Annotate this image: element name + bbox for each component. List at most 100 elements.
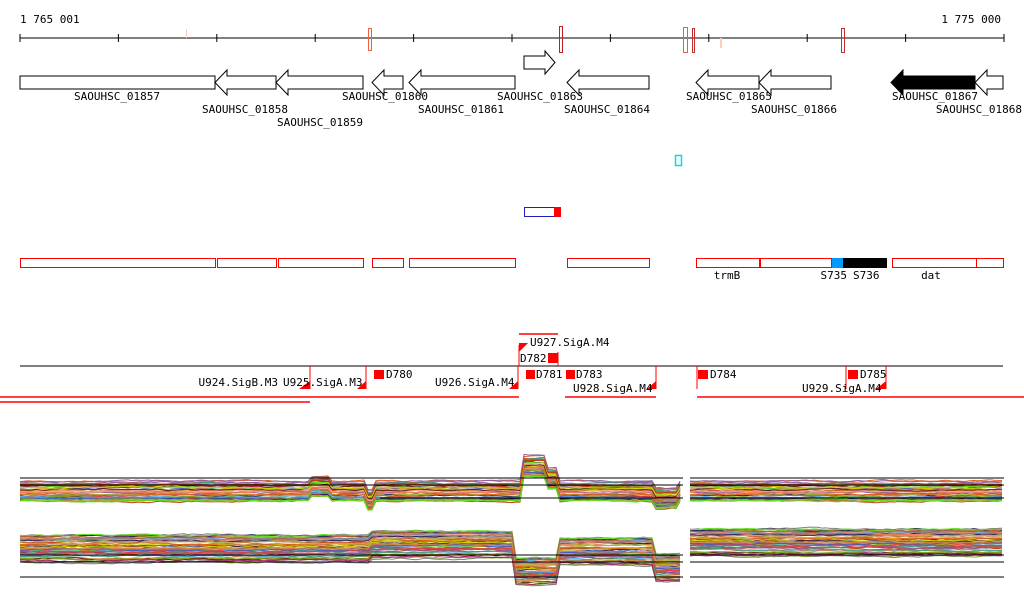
- panel-gap: [683, 455, 690, 605]
- terminator-label[interactable]: D780: [386, 368, 413, 381]
- annotation-box[interactable]: [409, 258, 516, 268]
- gene-SAOUHSC_01859[interactable]: SAOUHSC_01859: [275, 68, 364, 129]
- gene-label: SAOUHSC_01858: [202, 103, 288, 116]
- gene-arrow[interactable]: [523, 49, 556, 76]
- expression-line: [19, 530, 681, 560]
- ruler-markers: [186, 26, 845, 53]
- gene-label: SAOUHSC_01861: [418, 103, 504, 116]
- ruler-ticks: [19, 34, 1005, 42]
- transcript-label[interactable]: U925.SigA.M3: [283, 376, 362, 389]
- expression-line: [19, 554, 681, 586]
- transcript-label[interactable]: U927.SigA.M4: [530, 336, 610, 349]
- terminator-label[interactable]: D782: [520, 352, 547, 365]
- expression-line: [19, 542, 681, 573]
- expression-line: [19, 540, 681, 571]
- gene-SAOUHSC_01857[interactable]: SAOUHSC_01857: [19, 75, 216, 103]
- gene-label: SAOUHSC_01863: [497, 90, 583, 103]
- gene-arrow[interactable]: [19, 75, 216, 90]
- gene-label: SAOUHSC_01859: [277, 116, 363, 129]
- annotation-box-S736[interactable]: [843, 258, 887, 268]
- annotation-box[interactable]: [20, 258, 216, 268]
- marker: [368, 28, 372, 51]
- transcript-label[interactable]: U924.SigB.M3: [199, 376, 278, 389]
- gene-SAOUHSC_01867[interactable]: SAOUHSC_01867: [890, 68, 978, 103]
- gene-SAOUHSC_01861[interactable]: SAOUHSC_01861: [408, 68, 516, 116]
- annotation-label-dat: dat: [921, 269, 941, 282]
- terminator-label[interactable]: D783: [576, 368, 603, 381]
- gene-SAOUHSC_01858[interactable]: SAOUHSC_01858: [202, 68, 288, 116]
- expression-line: [689, 531, 1003, 535]
- annotation-box[interactable]: [760, 258, 832, 268]
- annotation-box-S735[interactable]: [832, 258, 843, 268]
- gene-arrow[interactable]: [566, 68, 650, 97]
- expression-line: [689, 537, 1003, 543]
- terminator-label[interactable]: D785: [860, 368, 887, 381]
- annotation-box[interactable]: [976, 258, 1004, 268]
- annotation-box[interactable]: [217, 258, 277, 268]
- expression-line: [19, 453, 681, 492]
- expression-line: [689, 527, 1003, 532]
- cyan-feature[interactable]: [674, 154, 683, 167]
- gene-SAOUHSC_01866[interactable]: SAOUHSC_01866: [751, 68, 837, 116]
- annotation-box[interactable]: [696, 258, 760, 268]
- annotation-box[interactable]: [372, 258, 404, 268]
- expression-line: [690, 552, 1002, 556]
- gene-SAOUHSC_01860[interactable]: SAOUHSC_01860: [342, 68, 428, 103]
- annotation-track: trmB S735 S736 dat: [20, 258, 1004, 282]
- annotation-label-S735: S735: [821, 269, 848, 282]
- gene-label: SAOUHSC_01865: [686, 90, 772, 103]
- expression-line: [689, 539, 1003, 544]
- expression-line: [689, 494, 1003, 500]
- terminator-label[interactable]: D784: [710, 368, 737, 381]
- expression-line: [689, 492, 1003, 497]
- annotation-box[interactable]: [892, 258, 977, 268]
- marker: [841, 28, 845, 53]
- promoter-markers: [299, 343, 886, 389]
- gene-label: SAOUHSC_01868: [936, 103, 1022, 116]
- expression-line: [689, 536, 1003, 540]
- expression-line: [689, 547, 1003, 552]
- expression-line: [689, 547, 1003, 552]
- expression-line: [19, 531, 681, 562]
- annotation-box[interactable]: [567, 258, 650, 268]
- gene-SAOUHSC_01864[interactable]: SAOUHSC_01864: [564, 68, 650, 116]
- marker: [720, 38, 722, 48]
- expression-line: [689, 490, 1003, 495]
- annotation-label-S736: S736: [853, 269, 880, 282]
- marker: [683, 27, 688, 53]
- expression-line: [689, 544, 1003, 548]
- ruler-start-label: 1 765 001: [20, 13, 80, 26]
- expression-line: [19, 534, 681, 564]
- expression-line: [689, 534, 1003, 539]
- gene-SAOUHSC_01863[interactable]: SAOUHSC_01863: [497, 49, 583, 103]
- red-feature-end: [554, 207, 561, 217]
- gene-arrow[interactable]: [890, 68, 976, 97]
- expression-line: [19, 466, 681, 502]
- gene-arrow[interactable]: [408, 68, 516, 97]
- expression-line: [690, 545, 1002, 550]
- annotation-box[interactable]: [278, 258, 364, 268]
- gene-label: SAOUHSC_01857: [74, 90, 160, 103]
- gene-arrow[interactable]: [214, 68, 277, 97]
- gene-arrow[interactable]: [275, 68, 364, 97]
- gene-SAOUHSC_01865[interactable]: SAOUHSC_01865: [686, 68, 772, 103]
- annotation-label-trmB: trmB: [714, 269, 741, 282]
- transcript-track: U924.SigB.M3 U925.SigA.M3 U926.SigA.M4 U…: [0, 333, 1024, 403]
- gene-label: SAOUHSC_01860: [342, 90, 428, 103]
- gene-SAOUHSC_01868[interactable]: SAOUHSC_01868: [936, 68, 1022, 116]
- transcript-label[interactable]: U929.SigA.M4: [802, 382, 882, 395]
- expression-line: [689, 479, 1002, 483]
- gene-label: SAOUHSC_01866: [751, 103, 837, 116]
- gene-arrow[interactable]: [974, 68, 1004, 97]
- transcript-label[interactable]: U928.SigA.M4: [573, 382, 653, 395]
- gene-arrow[interactable]: [695, 68, 760, 97]
- transcript-label[interactable]: U926.SigA.M4: [435, 376, 515, 389]
- coordinate-ruler: 1 765 001 1 775 000: [19, 13, 1005, 53]
- ruler-end-label: 1 775 000: [941, 13, 1001, 26]
- terminator-label[interactable]: D781: [536, 368, 563, 381]
- gene-arrow[interactable]: [758, 68, 832, 97]
- gene-arrow[interactable]: [371, 68, 404, 97]
- marker: [559, 26, 563, 53]
